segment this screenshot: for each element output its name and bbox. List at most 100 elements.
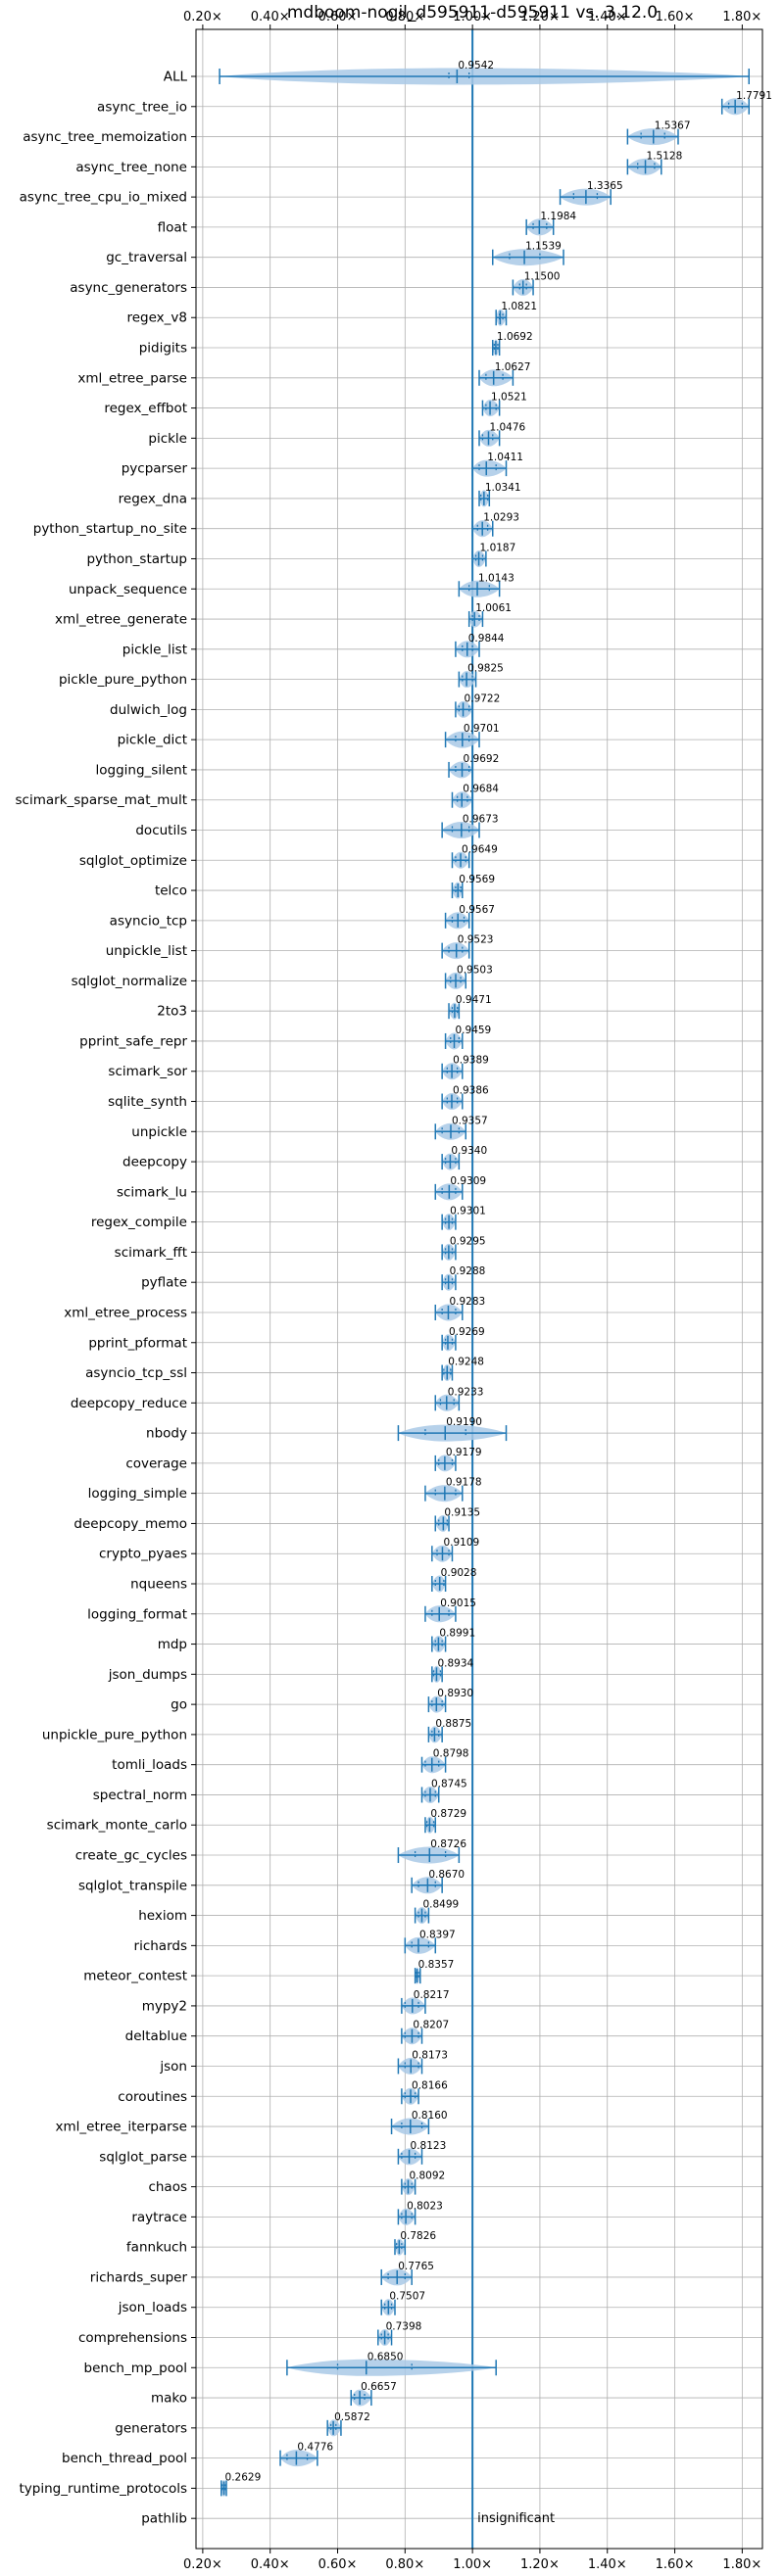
violin-group: 0.4776 <box>279 2442 333 2467</box>
category-label: async_tree_none <box>75 160 187 175</box>
violin-group: 0.8357 <box>414 1959 454 1984</box>
x-tick-label-bottom: 0.40× <box>251 2557 290 2572</box>
value-label: 0.8217 <box>414 1989 450 2001</box>
violin-group: 0.9692 <box>448 753 500 779</box>
violin-group: 0.9567 <box>444 904 495 930</box>
category-label: regex_compile <box>91 1215 187 1230</box>
value-label: 0.7398 <box>386 2321 422 2333</box>
category-label: nbody <box>146 1426 187 1442</box>
category-label: regex_dna <box>119 491 187 506</box>
category-label: logging_simple <box>88 1486 187 1502</box>
value-label: 0.9542 <box>458 60 494 72</box>
value-label: 0.9692 <box>464 753 500 765</box>
violin-group: 1.1500 <box>512 270 561 296</box>
category-label: meteor_contest <box>83 1969 187 1984</box>
value-label: 1.0341 <box>485 482 521 494</box>
value-label: 0.9269 <box>449 1326 485 1338</box>
category-label: pathlib <box>141 2511 187 2527</box>
violin-group: 1.0476 <box>478 421 526 447</box>
category-label: scimark_monte_carlo <box>47 1818 187 1834</box>
value-label: 0.8934 <box>437 1657 473 1669</box>
category-label: python_startup <box>86 551 187 567</box>
x-tick-label-top: 0.60× <box>318 10 358 24</box>
value-label: 0.9028 <box>441 1567 477 1579</box>
value-label: 1.0061 <box>475 602 512 614</box>
category-label: scimark_sor <box>108 1064 187 1079</box>
category-label: python_startup_no_site <box>33 521 187 537</box>
violin-group: 0.8726 <box>397 1838 466 1864</box>
value-label: 0.4776 <box>297 2442 333 2454</box>
value-label: 0.8499 <box>422 1899 459 1911</box>
x-tick-label-top: 1.00× <box>453 10 492 24</box>
value-label: 0.8875 <box>435 1718 471 1730</box>
value-label: 0.9567 <box>459 904 495 916</box>
violin-group: 0.9179 <box>434 1447 482 1472</box>
value-label: 0.9135 <box>444 1506 480 1518</box>
violin-group: 0.9459 <box>444 1025 492 1050</box>
value-label: 1.1500 <box>524 270 561 282</box>
violin-group: 0.8217 <box>401 1989 450 2015</box>
category-label: chaos <box>148 2179 187 2195</box>
violin-group: 0.9471 <box>448 994 492 1020</box>
value-label: 1.0411 <box>487 452 523 463</box>
value-label: 1.5128 <box>647 150 683 162</box>
value-label: 0.8207 <box>413 2020 449 2031</box>
value-label: 0.8670 <box>428 1869 465 1881</box>
violin-group: 1.5128 <box>626 150 683 175</box>
violin-group: 0.8123 <box>397 2140 446 2166</box>
violin-group: 1.0821 <box>495 301 537 326</box>
violin-group: 0.9844 <box>455 633 505 658</box>
category-label: sqlite_synth <box>108 1094 187 1110</box>
value-label: 0.9471 <box>456 994 492 1006</box>
value-label: 0.8991 <box>439 1628 475 1640</box>
value-label: 0.8092 <box>409 2171 445 2182</box>
category-label: mdp <box>158 1637 187 1652</box>
category-label: comprehensions <box>78 2330 187 2346</box>
violin-group: 0.8160 <box>390 2110 448 2135</box>
violin-group: 0.9135 <box>434 1506 480 1532</box>
category-label: deltablue <box>125 2028 187 2044</box>
value-label: 0.9288 <box>450 1265 486 1277</box>
value-label: 1.0476 <box>489 421 525 433</box>
x-tick-label-bottom: 1.00× <box>453 2557 492 2572</box>
category-label: sqlglot_normalize <box>72 974 187 989</box>
category-label: go <box>171 1697 187 1713</box>
x-tick-label-bottom: 1.60× <box>656 2557 695 2572</box>
violin-group: 0.8875 <box>427 1718 471 1743</box>
value-label: 0.6850 <box>368 2351 404 2362</box>
category-label: xml_etree_generate <box>55 612 187 628</box>
violin-group: 1.0061 <box>467 602 512 628</box>
category-label: async_tree_io <box>97 99 187 115</box>
x-tick-label-top: 0.40× <box>251 10 290 24</box>
value-label: 1.5367 <box>655 120 691 132</box>
x-tick-label-bottom: 1.40× <box>588 2557 627 2572</box>
violin-group: 0.8991 <box>431 1628 475 1652</box>
violin-group: 0.8729 <box>424 1808 466 1834</box>
category-label: telco <box>155 883 187 899</box>
violin-group: 0.5872 <box>326 2411 370 2437</box>
category-label: sqlglot_parse <box>99 2149 187 2165</box>
violin-group: 0.9542 <box>219 60 750 85</box>
value-label: 0.8729 <box>430 1808 466 1820</box>
violin-group: 1.0692 <box>492 331 533 357</box>
violin-group: 0.9649 <box>451 843 498 869</box>
x-tick-label-top: 1.20× <box>520 10 560 24</box>
value-label: 0.8160 <box>412 2110 448 2122</box>
violin-group: 0.8798 <box>420 1748 469 1774</box>
category-label: pickle_list <box>122 642 187 657</box>
category-label: regex_effbot <box>104 401 187 416</box>
violin-group: 0.9015 <box>424 1598 476 1623</box>
value-label: 0.9684 <box>463 784 499 795</box>
violin-group: 0.9309 <box>434 1175 486 1201</box>
category-label: async_generators <box>70 280 187 296</box>
x-tick-label-bottom: 1.20× <box>520 2557 560 2572</box>
value-label: 1.0293 <box>483 512 519 524</box>
category-label: xml_etree_process <box>64 1305 187 1320</box>
category-label: crypto_pyaes <box>99 1547 187 1562</box>
value-label: 0.9459 <box>456 1025 492 1036</box>
violin-group: 0.9389 <box>441 1055 489 1080</box>
category-label: raytrace <box>131 2210 187 2225</box>
violin-group: 0.8023 <box>397 2200 443 2225</box>
x-tick-label-top: 1.40× <box>588 10 627 24</box>
value-label: 1.1539 <box>525 241 562 253</box>
